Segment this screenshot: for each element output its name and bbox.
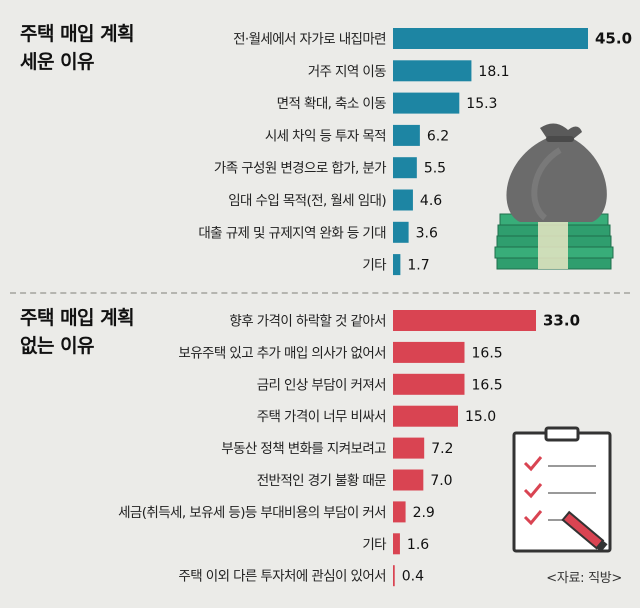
bar-value-label: 16.5 [472,345,503,361]
bar [393,28,588,49]
bar-value-label: 2.9 [413,505,435,521]
bar-category-label: 기타 [362,258,387,274]
bar [393,405,458,427]
section-title-line: 주택 매입 계획 [20,307,135,329]
bar-value-label: 16.5 [472,377,503,393]
bar [393,157,417,179]
bar-category-label: 세금(취득세, 보유세 등)등 부대비용의 부담이 커서 [118,505,386,521]
bar-value-label: 18.1 [478,64,509,80]
section-title-no-buy-reasons: 주택 매입 계획 없는 이유 [20,304,135,360]
money-bag-icon [494,123,614,270]
bar-category-label: 부동산 정책 변화를 지켜보려고 [221,441,386,457]
bar-value-label: 4.6 [420,193,442,209]
bar-value-label: 15.3 [466,96,497,112]
bar-value-label: 5.5 [424,161,446,177]
bar [393,189,413,211]
bar-value-label: 1.6 [407,537,429,553]
bar-category-label: 전·월세에서 자가로 내집마련 [233,32,386,48]
bar-value-label: 45.0 [595,30,632,48]
section-title-line: 주택 매입 계획 [20,23,135,45]
bar-category-label: 주택 이외 다른 투자처에 관심이 있어서 [178,569,386,585]
bar-value-label: 15.0 [465,409,496,425]
bar [393,221,409,243]
bar [393,437,425,459]
bar-series: 전·월세에서 자가로 내집마련 45.0 거주 지역 이동 18.1 면적 확대, 축소… [198,28,632,276]
bar [393,533,400,555]
bar [393,254,401,276]
bar-value-label: 3.6 [416,225,438,241]
bar-value-label: 7.0 [430,473,452,489]
bar-value-label: 7.2 [431,441,453,457]
bar-category-label: 거주 지역 이동 [308,64,386,80]
checklist-clipboard-icon [512,426,612,553]
bar [393,501,406,523]
section-divider [10,292,630,294]
bar-value-label: 6.2 [427,128,449,144]
bar [393,469,424,491]
source-note: <자료: 직방> [546,571,622,586]
section-title-line: 없는 이유 [20,335,95,357]
bar [393,565,395,587]
bar-category-label: 면적 확대, 축소 이동 [277,96,387,112]
bar-category-label: 보유주택 있고 추가 매입 의사가 없어서 [178,345,386,361]
bar-category-label: 전반적인 경기 불황 때문 [257,473,386,489]
bar-value-label: 1.7 [407,258,429,274]
section-title-line: 세운 이유 [20,51,95,73]
bar-category-label: 시세 차익 등 투자 목적 [265,128,386,144]
section-title-buy-reasons: 주택 매입 계획 세운 이유 [20,20,135,76]
bar-value-label: 0.4 [402,569,424,585]
bar-value-label: 33.0 [543,312,580,330]
bar-category-label: 금리 인상 부담이 커져서 [257,377,386,393]
bar-category-label: 주택 가격이 너무 비싸서 [257,409,386,425]
bar [393,124,420,146]
bar [393,92,460,114]
bar-category-label: 임대 수입 목적(전, 월세 임대) [228,193,386,209]
bar-category-label: 가족 구성원 변경으로 합가, 분가 [214,161,386,177]
bar [393,60,472,82]
bar-category-label: 대출 규제 및 규제지역 완화 등 기대 [198,225,386,241]
bar-series: 향후 가격이 하락할 것 같아서 33.0 보유주택 있고 추가 매입 의사가 없어… [118,310,580,587]
bar [393,373,465,395]
bar-category-label: 기타 [362,537,387,553]
bar [393,341,465,363]
bar-category-label: 향후 가격이 하락할 것 같아서 [229,314,386,330]
bar [393,310,536,331]
